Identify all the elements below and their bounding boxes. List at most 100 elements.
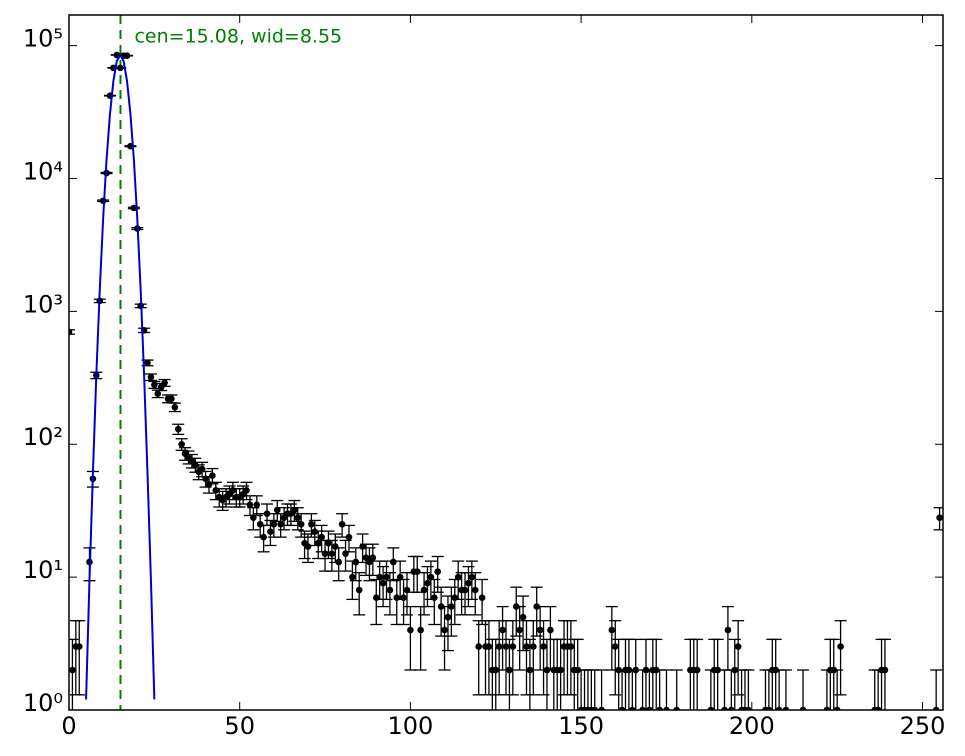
data-point	[171, 403, 179, 411]
data-point	[728, 706, 735, 710]
data-point	[608, 626, 616, 634]
data-point	[731, 666, 739, 674]
data-point	[352, 558, 360, 566]
data-point	[253, 501, 261, 509]
data-point	[178, 440, 185, 448]
data-point	[881, 666, 889, 674]
data-point	[328, 550, 336, 558]
data-point	[693, 666, 701, 674]
data-point	[390, 558, 397, 566]
data-point	[400, 594, 407, 602]
data-point	[75, 643, 83, 650]
y-tick-label: 10²	[23, 423, 63, 451]
data-point	[212, 487, 220, 494]
data-point	[331, 543, 339, 550]
data-point	[663, 706, 670, 710]
data-point	[547, 626, 554, 634]
data-point	[775, 706, 783, 710]
data-point	[765, 706, 773, 710]
data-point	[209, 472, 216, 479]
data-point	[523, 643, 530, 650]
data-point	[673, 706, 681, 710]
data-point	[383, 573, 390, 581]
data-point	[376, 573, 383, 581]
data-point	[502, 643, 510, 650]
data-point	[485, 643, 493, 650]
data-point	[492, 666, 500, 674]
data-point	[833, 706, 841, 710]
data-point	[386, 586, 394, 594]
x-tick-label: 100	[388, 712, 434, 740]
data-point	[229, 487, 237, 494]
data-point	[799, 706, 807, 710]
data-point	[424, 579, 431, 587]
data-point	[431, 594, 438, 602]
data-point	[724, 626, 732, 634]
data-point	[349, 573, 356, 581]
data-point	[936, 514, 943, 522]
axes-frame	[68, 14, 944, 711]
data-point	[270, 520, 278, 528]
x-tick-label: 150	[558, 712, 604, 740]
data-point	[338, 520, 346, 528]
data-point	[632, 666, 640, 674]
data-point	[526, 666, 534, 674]
data-point	[837, 643, 844, 650]
data-point	[444, 613, 452, 621]
data-point	[499, 626, 506, 634]
data-point	[618, 706, 626, 710]
data-point	[304, 543, 312, 550]
data-point	[611, 643, 619, 650]
data-point	[540, 643, 547, 650]
data-point	[557, 666, 564, 674]
data-point	[646, 706, 653, 710]
data-point	[420, 586, 428, 594]
data-point	[745, 706, 752, 710]
data-point	[174, 425, 182, 433]
data-point	[144, 359, 151, 367]
data-point	[335, 558, 343, 566]
y-tick-label: 10¹	[23, 556, 63, 584]
data-point	[441, 626, 448, 634]
data-point	[707, 706, 715, 710]
data-point	[267, 528, 274, 535]
data-point	[516, 626, 523, 634]
data-point	[154, 390, 162, 398]
data-point	[308, 520, 315, 528]
data-point	[471, 586, 479, 594]
data-point	[448, 603, 455, 610]
data-point	[396, 573, 404, 581]
data-point	[536, 626, 544, 634]
y-tick-label: 10³	[23, 290, 63, 318]
data-point	[325, 539, 332, 547]
data-point	[434, 568, 442, 575]
data-point	[782, 706, 790, 710]
data-point	[656, 706, 663, 710]
data-point	[294, 514, 302, 522]
data-point	[369, 554, 377, 562]
x-tick-label: 0	[61, 712, 76, 740]
data-point	[932, 706, 940, 710]
data-point	[639, 706, 646, 710]
data-point	[161, 379, 168, 387]
data-point	[116, 64, 124, 72]
data-point	[465, 579, 472, 587]
data-point	[506, 666, 513, 674]
data-point	[123, 52, 131, 59]
data-point	[379, 579, 387, 587]
ticks: 0 50 100 150 200 250 10⁰ 10¹ 10² 10³ 10⁴ 10⁵	[23, 15, 946, 740]
data-point	[151, 381, 158, 389]
x-tick-label: 250	[900, 712, 946, 740]
data-point	[321, 550, 329, 558]
data-point	[591, 706, 599, 710]
data-point	[567, 643, 575, 650]
data-point	[454, 573, 462, 581]
data-point	[277, 520, 284, 528]
data-point	[598, 706, 605, 710]
y-tick-label: 10⁰	[23, 689, 63, 717]
data-point	[461, 586, 469, 594]
data-point	[874, 706, 882, 710]
data-point	[407, 626, 414, 634]
data-point	[246, 501, 254, 509]
data-point	[478, 594, 486, 602]
